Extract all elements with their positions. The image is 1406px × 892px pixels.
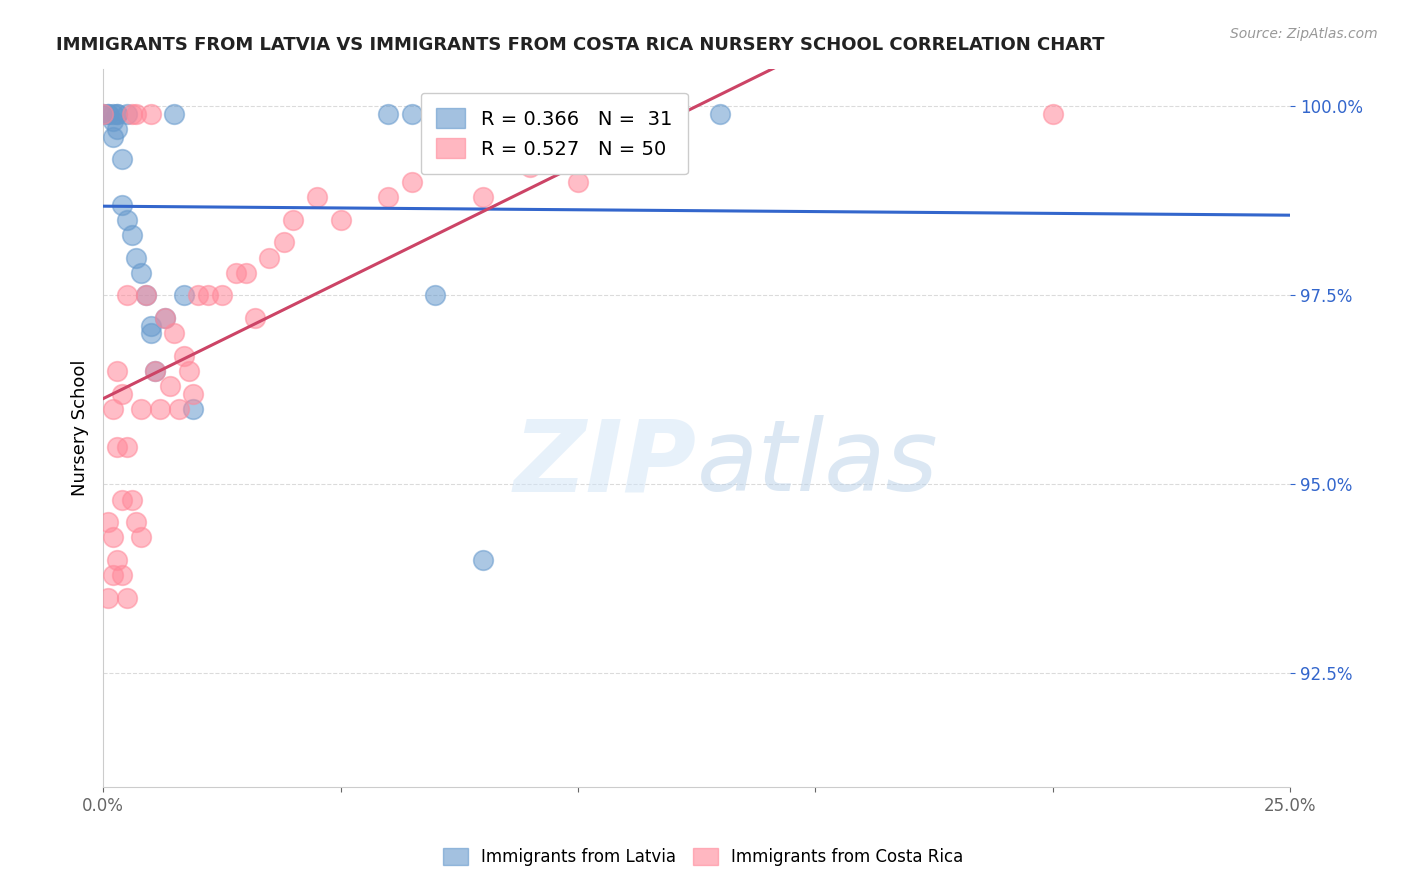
Immigrants from Costa Rica [111,568,134,582]
Immigrants from Costa Rica [91,107,114,121]
Immigrants from Latvia [163,107,186,121]
Immigrants from Costa Rica [101,530,124,544]
Immigrants from Costa Rica [211,288,233,302]
Immigrants from Costa Rica [472,190,495,204]
Immigrants from Latvia [91,107,114,121]
Immigrants from Latvia [101,129,124,144]
Y-axis label: Nursery School: Nursery School [72,359,89,496]
Immigrants from Costa Rica [1042,107,1064,121]
Immigrants from Costa Rica [111,492,134,507]
Immigrants from Costa Rica [159,379,181,393]
Immigrants from Costa Rica [183,386,205,401]
Immigrants from Costa Rica [97,515,120,529]
Immigrants from Costa Rica [225,266,247,280]
Immigrants from Costa Rica [129,530,152,544]
Immigrants from Latvia [401,107,423,121]
Immigrants from Costa Rica [143,364,166,378]
Immigrants from Costa Rica [153,311,176,326]
Immigrants from Costa Rica [377,190,399,204]
Immigrants from Latvia [125,251,148,265]
Immigrants from Costa Rica [115,440,138,454]
Text: ZIP: ZIP [513,415,696,512]
Immigrants from Latvia [105,122,128,136]
Immigrants from Latvia [105,107,128,121]
Immigrants from Costa Rica [425,137,447,152]
Immigrants from Latvia [111,197,134,211]
Immigrants from Costa Rica [105,440,128,454]
Immigrants from Costa Rica [125,107,148,121]
Immigrants from Latvia [173,288,195,302]
Immigrants from Costa Rica [105,364,128,378]
Immigrants from Latvia [153,311,176,326]
Immigrants from Latvia [139,318,162,333]
Immigrants from Costa Rica [121,107,143,121]
Immigrants from Costa Rica [167,401,190,416]
Immigrants from Costa Rica [121,492,143,507]
Immigrants from Costa Rica [197,288,219,302]
Immigrants from Costa Rica [305,190,328,204]
Immigrants from Costa Rica [139,107,162,121]
Immigrants from Latvia [425,288,447,302]
Immigrants from Latvia [115,212,138,227]
Immigrants from Costa Rica [281,212,304,227]
Immigrants from Costa Rica [259,251,281,265]
Immigrants from Latvia [101,107,124,121]
Text: atlas: atlas [696,415,938,512]
Immigrants from Costa Rica [401,175,423,189]
Immigrants from Latvia [709,107,731,121]
Immigrants from Latvia [129,266,152,280]
Immigrants from Costa Rica [105,553,128,567]
Immigrants from Latvia [115,107,138,121]
Immigrants from Costa Rica [115,591,138,605]
Immigrants from Latvia [105,107,128,121]
Immigrants from Costa Rica [567,175,589,189]
Immigrants from Latvia [519,107,541,121]
Immigrants from Costa Rica [101,401,124,416]
Immigrants from Costa Rica [115,288,138,302]
Immigrants from Costa Rica [135,288,157,302]
Immigrants from Costa Rica [129,401,152,416]
Text: Source: ZipAtlas.com: Source: ZipAtlas.com [1230,27,1378,41]
Immigrants from Latvia [143,364,166,378]
Text: IMMIGRANTS FROM LATVIA VS IMMIGRANTS FROM COSTA RICA NURSERY SCHOOL CORRELATION : IMMIGRANTS FROM LATVIA VS IMMIGRANTS FRO… [56,36,1105,54]
Immigrants from Latvia [101,114,124,128]
Immigrants from Latvia [614,107,637,121]
Immigrants from Costa Rica [163,326,186,341]
Immigrants from Costa Rica [97,591,120,605]
Legend: Immigrants from Latvia, Immigrants from Costa Rica: Immigrants from Latvia, Immigrants from … [434,840,972,875]
Immigrants from Latvia [135,288,157,302]
Immigrants from Latvia [377,107,399,121]
Immigrants from Costa Rica [519,160,541,174]
Immigrants from Costa Rica [235,266,257,280]
Immigrants from Latvia [97,107,120,121]
Immigrants from Costa Rica [125,515,148,529]
Immigrants from Costa Rica [173,349,195,363]
Immigrants from Costa Rica [329,212,352,227]
Immigrants from Latvia [139,326,162,341]
Immigrants from Latvia [111,153,134,167]
Immigrants from Costa Rica [177,364,200,378]
Legend: R = 0.366   N =  31, R = 0.527   N = 50: R = 0.366 N = 31, R = 0.527 N = 50 [420,93,688,175]
Immigrants from Latvia [121,227,143,242]
Immigrants from Costa Rica [273,235,295,250]
Immigrants from Latvia [183,401,205,416]
Immigrants from Costa Rica [243,311,266,326]
Immigrants from Latvia [97,107,120,121]
Immigrants from Costa Rica [149,401,172,416]
Immigrants from Costa Rica [187,288,209,302]
Immigrants from Costa Rica [111,386,134,401]
Immigrants from Latvia [472,553,495,567]
Immigrants from Costa Rica [101,568,124,582]
